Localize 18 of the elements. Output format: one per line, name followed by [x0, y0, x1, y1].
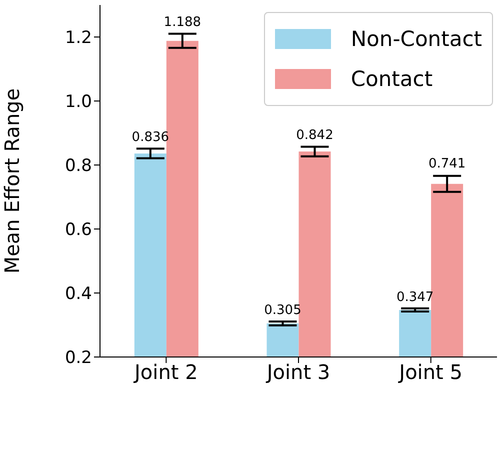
y-tick-label: 1.2 — [64, 28, 92, 48]
data-label: 0.842 — [296, 128, 334, 144]
data-label: 0.741 — [428, 156, 466, 172]
y-tick-label: 0.4 — [64, 284, 92, 304]
x-tick-label: Joint 5 — [397, 360, 462, 384]
y-tick-label: 0.6 — [64, 220, 92, 240]
data-label: 1.188 — [164, 14, 202, 30]
legend-label: Contact — [350, 67, 433, 91]
x-tick-label: Joint 2 — [132, 360, 198, 384]
data-label: 0.836 — [132, 130, 170, 145]
data-label: 0.305 — [264, 303, 302, 318]
legend-label: Non-Contact — [350, 27, 482, 51]
y-tick-label: 0.2 — [64, 348, 92, 368]
y-axis-title: Mean Effort Range — [0, 88, 24, 274]
y-tick-label: 0.8 — [64, 156, 92, 176]
data-label: 0.347 — [396, 290, 434, 306]
y-tick-label: 1.0 — [64, 92, 92, 112]
x-tick-label: Joint 3 — [264, 360, 330, 384]
